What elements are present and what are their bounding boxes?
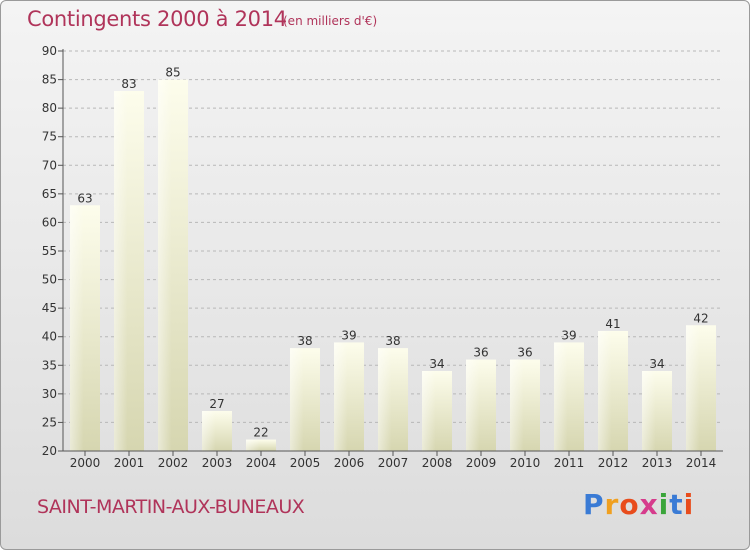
y-tick-label: 65 (42, 187, 57, 201)
x-tick-label: 2012 (598, 456, 629, 470)
x-tick-label: 2001 (114, 456, 145, 470)
chart-title: Contingents 2000 à 2014 (27, 7, 287, 31)
bar-highlight (554, 342, 568, 451)
y-tick-label: 70 (42, 158, 57, 172)
x-tick-label: 2005 (290, 456, 321, 470)
bar-highlight (114, 91, 128, 451)
bar-highlight (686, 325, 700, 451)
place-name: SAINT-MARTIN-AUX-BUNEAUX (37, 496, 305, 518)
x-tick-label: 2007 (378, 456, 409, 470)
data-label: 36 (473, 346, 488, 360)
y-tick-label: 80 (42, 101, 57, 115)
x-tick-label: 2014 (686, 456, 717, 470)
x-tick-label: 2006 (334, 456, 365, 470)
data-label: 39 (561, 328, 576, 342)
y-tick-label: 35 (42, 358, 57, 372)
logo-letter: r (604, 488, 620, 521)
data-label: 41 (605, 317, 620, 331)
data-label: 22 (253, 426, 268, 440)
logo-letter: i (683, 488, 695, 521)
data-label: 39 (341, 328, 356, 342)
logo-letter: t (669, 488, 684, 521)
bar-highlight (422, 371, 436, 451)
data-label: 38 (297, 334, 312, 348)
y-tick-label: 90 (42, 44, 57, 58)
bar-highlight (290, 348, 304, 451)
data-label: 83 (121, 77, 136, 91)
y-tick-label: 20 (42, 444, 57, 458)
data-label: 34 (429, 357, 444, 371)
x-tick-label: 2000 (70, 456, 101, 470)
y-tick-label: 75 (42, 130, 57, 144)
bar-highlight (466, 359, 480, 451)
bar-layer: 63 83 85 27 22 38 39 38 34 36 36 39 41 34 42 (70, 66, 716, 452)
bar-highlight (642, 371, 656, 451)
bar-highlight (378, 348, 392, 451)
x-tick-label: 2011 (554, 456, 585, 470)
data-label: 85 (165, 66, 180, 80)
data-label: 27 (209, 397, 224, 411)
y-tick-label: 30 (42, 387, 57, 401)
bar-highlight (334, 342, 348, 451)
logo-letter: o (619, 488, 640, 521)
x-tick-label: 2013 (642, 456, 673, 470)
logo-letter: i (658, 488, 670, 521)
bar-highlight (246, 439, 260, 451)
bar (246, 439, 276, 451)
y-tick-label: 45 (42, 301, 57, 315)
x-tick-label: 2008 (422, 456, 453, 470)
data-label: 38 (385, 334, 400, 348)
data-label: 34 (649, 357, 664, 371)
y-tick-label: 50 (42, 273, 57, 287)
x-tick-label: 2004 (246, 456, 277, 470)
y-tick-label: 55 (42, 244, 57, 258)
y-tick-label: 40 (42, 330, 57, 344)
bar-highlight (202, 411, 216, 451)
y-tick-label: 85 (42, 73, 57, 87)
y-tick-label: 60 (42, 215, 57, 229)
x-tick-label: 2002 (158, 456, 189, 470)
y-tick-label: 25 (42, 415, 57, 429)
data-label: 63 (77, 191, 92, 205)
chart-subtitle: (en milliers d'€) (283, 14, 378, 28)
x-tick-label: 2003 (202, 456, 233, 470)
bar-highlight (158, 79, 172, 452)
bar-highlight (598, 331, 612, 451)
bar-highlight (510, 359, 524, 451)
logo-letter: P (583, 488, 605, 521)
x-tick-label: 2010 (510, 456, 541, 470)
bar-highlight (70, 205, 84, 451)
logo-letter: x (639, 488, 659, 521)
proxiti-logo: Proxiti (583, 488, 694, 521)
data-label: 42 (693, 311, 708, 325)
axis-layer: 20 25 30 35 40 45 50 55 60 65 70 75 80 85 90 2000 2001 20… (42, 44, 723, 470)
x-tick-label: 2009 (466, 456, 497, 470)
data-label: 36 (517, 346, 532, 360)
